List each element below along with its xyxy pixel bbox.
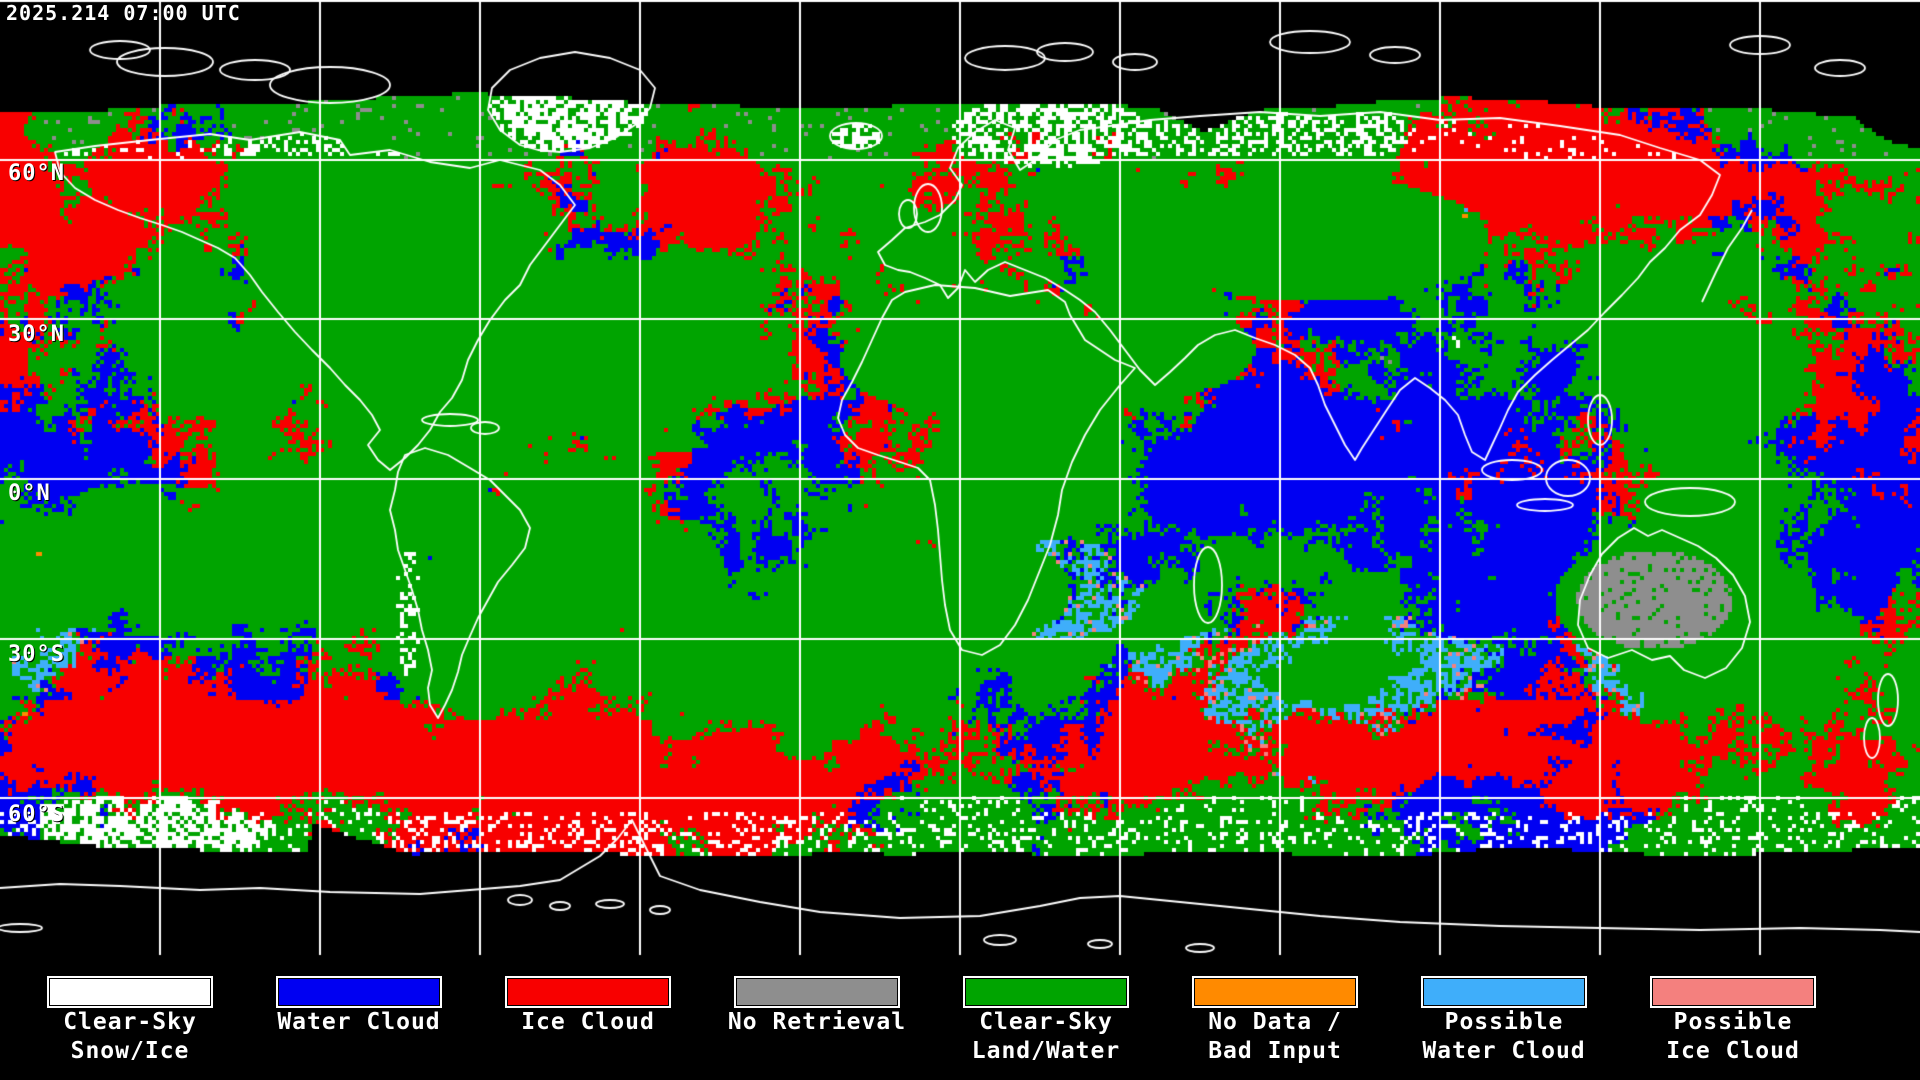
legend-label: Water Cloud [277, 1009, 441, 1035]
legend-item-no-retrieval: No Retrieval [703, 976, 931, 1037]
lat-label-0n: 0°N [8, 481, 51, 506]
legend-item-no-data-bad-input: No Data / Bad Input [1161, 976, 1389, 1066]
legend-swatch-clear-sky-snow-ice [47, 976, 213, 1008]
legend-label: Clear-Sky [979, 1009, 1113, 1035]
legend-item-water-cloud: Water Cloud [245, 976, 473, 1037]
legend-label: Clear-Sky [63, 1009, 197, 1035]
lat-label-30s: 30°S [8, 642, 65, 667]
timestamp-label: 2025.214 07:00 UTC [6, 1, 241, 25]
legend-swatch-ice-cloud [505, 976, 671, 1008]
legend-label: No Retrieval [727, 1009, 907, 1035]
legend-label: Water Cloud [1422, 1038, 1586, 1064]
legend-swatch-no-data-bad-input [1192, 976, 1358, 1008]
legend-label: Bad Input [1208, 1038, 1342, 1064]
legend-item-ice-cloud: Ice Cloud [474, 976, 702, 1037]
legend-item-possible-ice-cloud: Possible Ice Cloud [1619, 976, 1847, 1066]
legend-swatch-possible-ice-cloud [1650, 976, 1816, 1008]
legend-label: Ice Cloud [1666, 1038, 1800, 1064]
legend-swatch-water-cloud [276, 976, 442, 1008]
lat-label-60n: 60°N [8, 161, 65, 186]
legend-label: Possible [1444, 1009, 1564, 1035]
lat-label-60s: 60°S [8, 802, 65, 827]
legend-swatch-possible-water-cloud [1421, 976, 1587, 1008]
legend-label: Possible [1673, 1009, 1793, 1035]
world-cloud-classification-map [0, 0, 1920, 957]
legend-swatch-no-retrieval [734, 976, 900, 1008]
legend-label: No Data / [1208, 1009, 1342, 1035]
legend-swatch-clear-sky-land-water [963, 976, 1129, 1008]
legend-item-possible-water-cloud: Possible Water Cloud [1390, 976, 1618, 1066]
lat-label-30n: 30°N [8, 322, 65, 347]
legend-label: Land/Water [971, 1038, 1121, 1064]
legend-item-clear-sky-land-water: Clear-Sky Land/Water [932, 976, 1160, 1066]
legend-label: Snow/Ice [70, 1038, 190, 1064]
legend-item-clear-sky-snow-ice: Clear-Sky Snow/Ice [16, 976, 244, 1066]
legend-label: Ice Cloud [521, 1009, 655, 1035]
